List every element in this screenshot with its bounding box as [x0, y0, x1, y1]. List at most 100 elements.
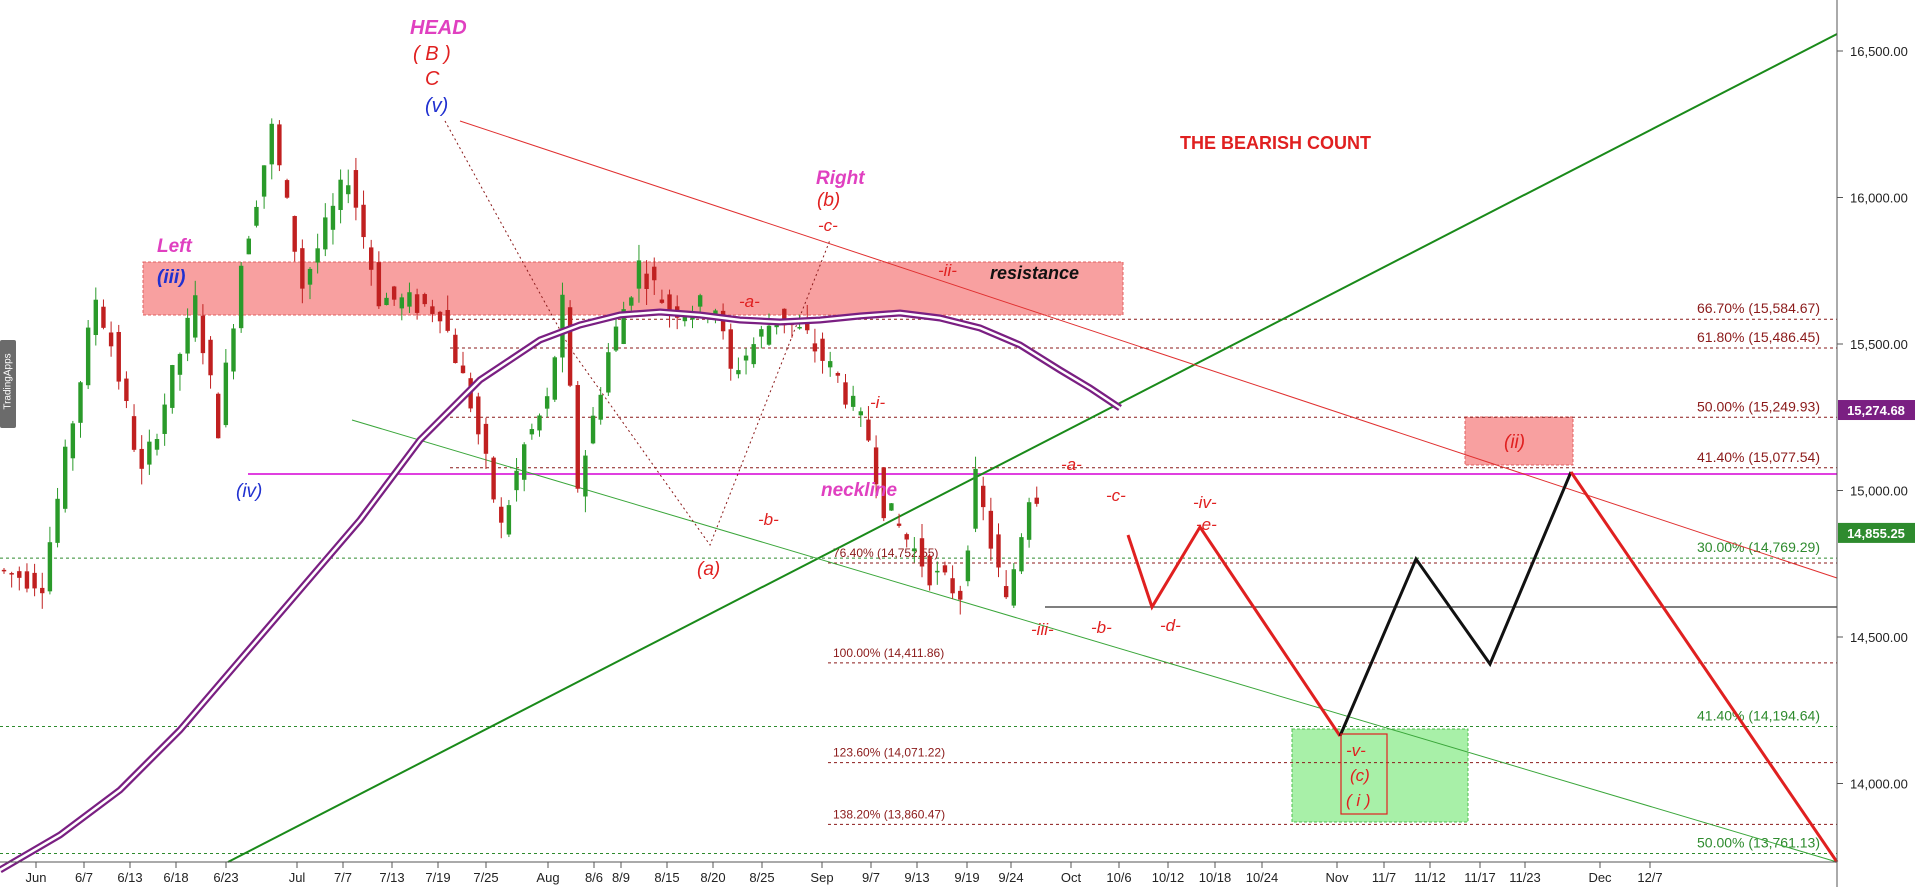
candle-body [238, 265, 244, 329]
fib-label: 30.00% (14,769.29) [1697, 539, 1820, 555]
date-tick-label: 10/12 [1152, 870, 1185, 885]
date-tick-label: Nov [1325, 870, 1349, 885]
candle-body [353, 170, 359, 208]
candle-body [491, 457, 496, 500]
candle-body [988, 510, 994, 549]
date-tick-label: 9/24 [998, 870, 1023, 885]
target-zone-green [1291, 728, 1469, 823]
head-label: HEAD [410, 17, 467, 39]
wave-connector [444, 120, 831, 547]
candle-body [659, 299, 665, 303]
date-tick-label: 8/15 [654, 870, 679, 885]
candle-body [399, 297, 404, 309]
candle-body [514, 470, 519, 491]
candle-body [246, 238, 251, 255]
candle-body [529, 429, 535, 435]
candle-body [284, 180, 290, 198]
candle-body [728, 329, 733, 369]
candle-body [1, 569, 7, 572]
price-badge-label: 15,274.68 [1847, 403, 1905, 418]
candle-body [858, 411, 863, 416]
candle-body [170, 365, 175, 408]
fib-label: 50.00% (15,249.93) [1697, 398, 1820, 414]
wave-b-paren-label: (b) [817, 190, 840, 211]
neckline-label: neckline [821, 480, 897, 501]
candle-body [613, 326, 619, 351]
candle-body [1003, 586, 1009, 598]
fib-label: 138.20% (13,860.47) [833, 807, 945, 821]
date-tick-label: Sep [810, 870, 833, 885]
candle-body [904, 534, 909, 540]
candle-body [812, 343, 818, 352]
candle-body [782, 308, 787, 326]
date-tick-label: 6/23 [213, 870, 238, 885]
candle-body [369, 247, 374, 270]
candle-body [346, 185, 351, 195]
candle-body [55, 498, 60, 543]
wave-iii-small-label: -iii- [1031, 620, 1054, 639]
candle-body [277, 124, 282, 166]
wave-d-label: -d- [1160, 616, 1181, 635]
candle-body [1011, 569, 1016, 606]
candle-body [101, 306, 106, 328]
candle-body [567, 307, 573, 386]
candle-body [828, 361, 833, 368]
date-tick-label: 7/19 [425, 870, 450, 885]
date-tick-label: Jul [289, 870, 306, 885]
candle-body [185, 317, 190, 354]
candle-body [636, 260, 642, 289]
candle-body [361, 204, 366, 238]
candle-body [93, 299, 98, 336]
candle-body [697, 295, 703, 307]
date-tick-label: 10/6 [1106, 870, 1131, 885]
price-axis[interactable]: 16,500.00 16,000.00 15,500.00 15,000.00 14,5… [1837, 44, 1908, 792]
candle-body [667, 294, 672, 313]
candle-body [950, 578, 955, 594]
price-badge [1838, 522, 1915, 543]
date-tick-label: 8/6 [585, 870, 603, 885]
candle-body [820, 338, 825, 361]
date-tick-label: 8/20 [700, 870, 725, 885]
candle-body [743, 355, 749, 361]
uptrend-line [227, 33, 1838, 863]
left-label: Left [157, 236, 193, 257]
candle-body [154, 439, 160, 450]
price-tick-label: 14,500.00 [1850, 630, 1908, 645]
candle-body [919, 538, 925, 567]
candle-body [499, 506, 504, 523]
candle-body [139, 448, 144, 469]
price-tick-label: 16,000.00 [1850, 191, 1908, 206]
date-axis[interactable]: Jun 6/7 6/13 6/18 6/23 Jul 7/7 7/13 7/19 7/25 Aug 8… [26, 862, 1663, 885]
price-tick-label: 15,500.00 [1850, 337, 1908, 352]
candle-body [124, 378, 129, 402]
candle-body [850, 395, 856, 407]
wave-e-label: -e- [1196, 515, 1217, 534]
candle-body [958, 590, 963, 600]
candle-body [9, 573, 14, 575]
candle-body [912, 548, 917, 552]
candle-body [445, 309, 450, 331]
chart-title: THE BEARISH COUNT [1180, 133, 1371, 153]
candle-body [323, 217, 328, 250]
candle-body [537, 415, 542, 431]
candle-body [384, 297, 389, 306]
candle-body [32, 572, 37, 589]
candle-body [376, 262, 382, 307]
date-tick-label: Oct [1061, 870, 1082, 885]
fib-label: 123.60% (14,071.22) [833, 746, 945, 760]
candle-body [315, 248, 320, 263]
candle-body [108, 332, 114, 347]
wave-b-mid-label: -b- [758, 510, 779, 529]
candle-body [307, 268, 313, 285]
candle-body [116, 331, 121, 382]
candle-body [78, 382, 83, 423]
date-tick-label: 8/25 [749, 870, 774, 885]
wave-a-paren-label: (a) [697, 559, 720, 580]
right-label: Right [816, 168, 865, 189]
projected-path [1126, 471, 1839, 863]
resistance-label: resistance [990, 263, 1079, 283]
date-tick-label: 9/13 [904, 870, 929, 885]
watermark-tag: TradingApps [0, 340, 16, 428]
wave-target-box [1340, 733, 1388, 815]
candle-body [483, 423, 489, 454]
